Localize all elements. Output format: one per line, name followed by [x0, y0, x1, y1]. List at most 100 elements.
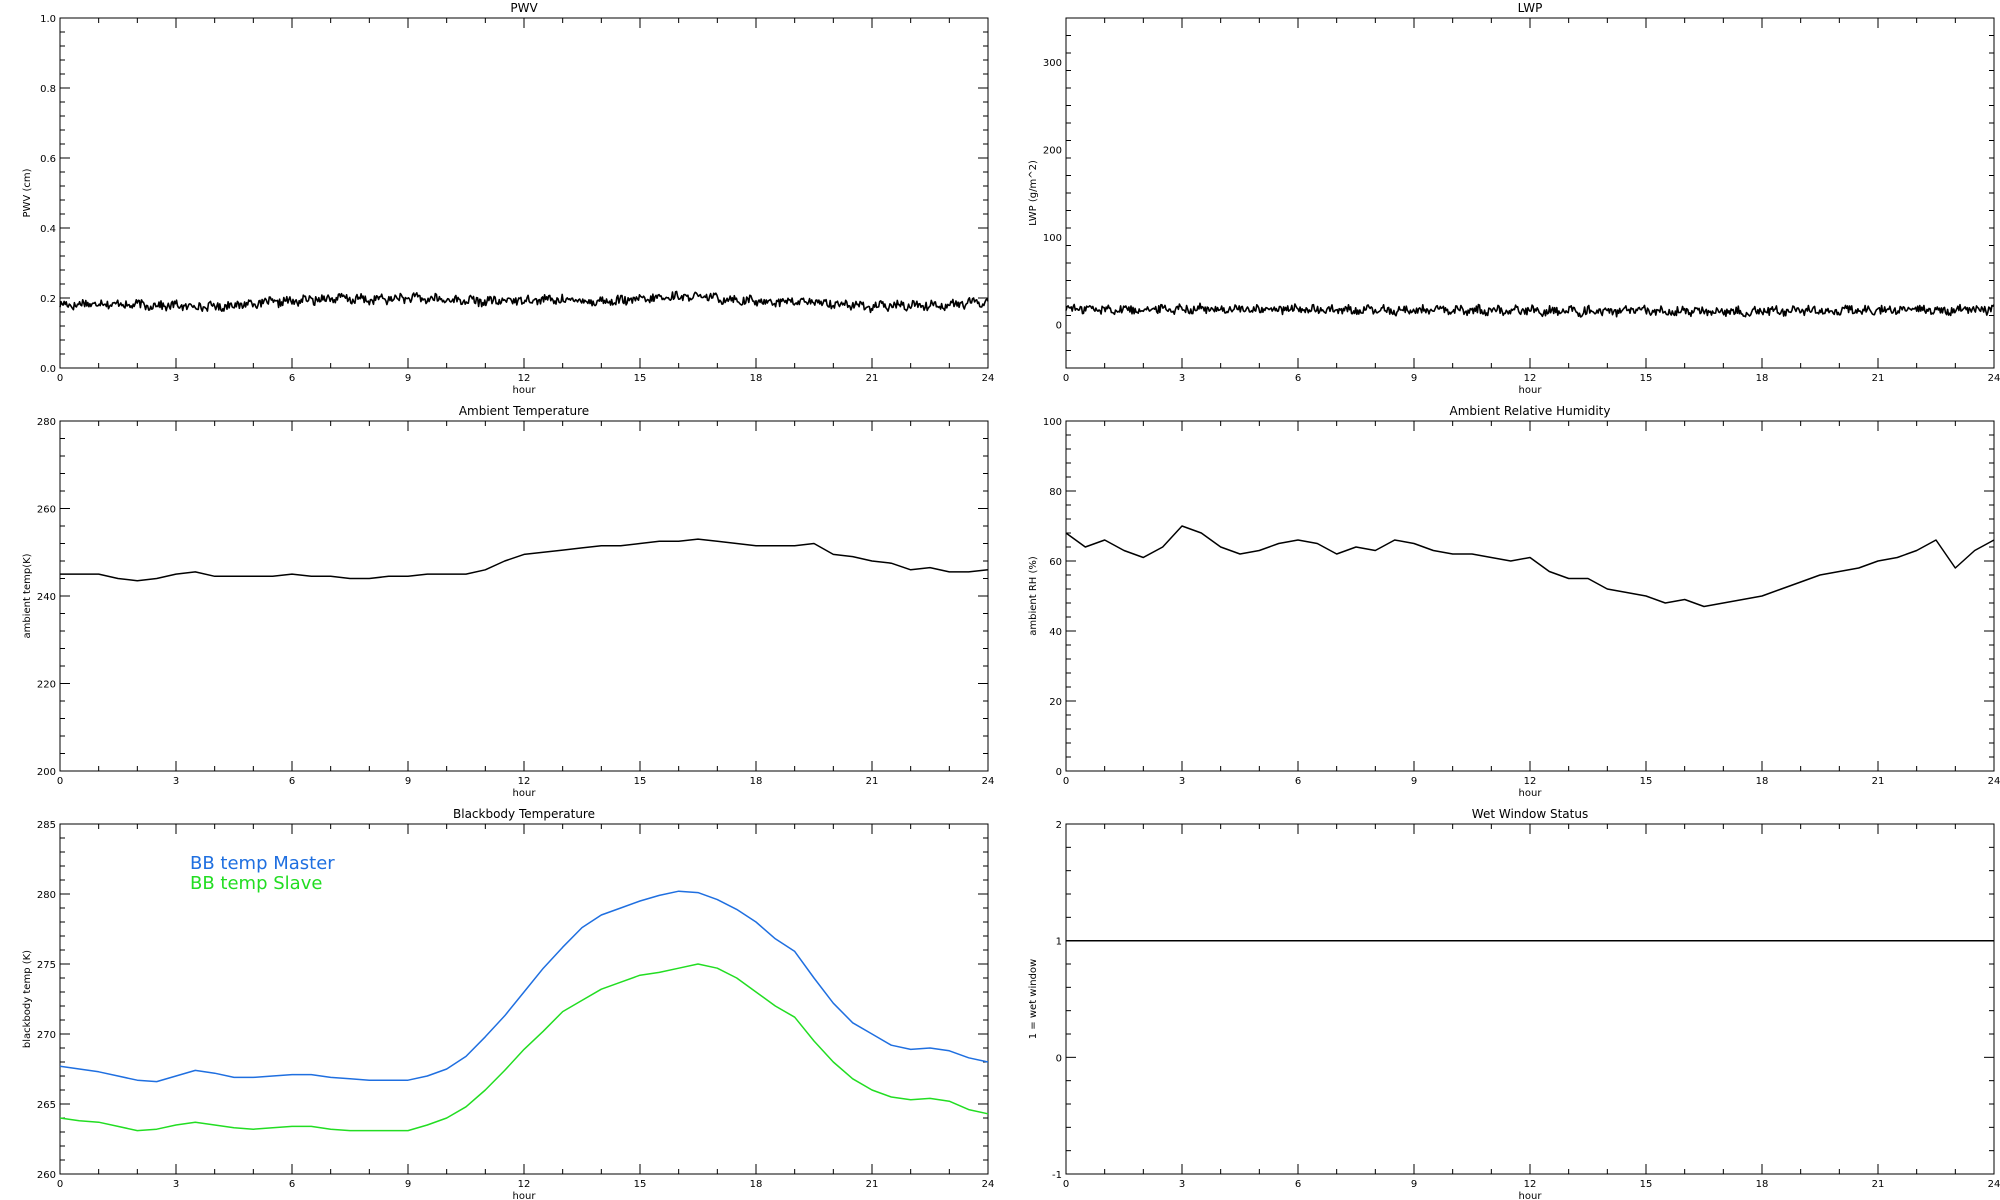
x-tick-label: 15	[1640, 1179, 1653, 1190]
y-tick-label: 300	[1043, 58, 1062, 69]
series-line-pwv	[59, 290, 989, 314]
y-tick-label: 200	[1043, 145, 1062, 156]
legend-entry: BB temp Slave	[190, 873, 322, 894]
series-line-ambient-rh	[1065, 525, 1995, 608]
y-tick-label: 260	[37, 505, 56, 516]
plot-frame	[1065, 823, 1995, 1175]
x-tick-label: 15	[1640, 373, 1653, 384]
x-tick-label: 18	[1756, 776, 1769, 787]
y-tick-label: 265	[37, 1100, 56, 1111]
y-tick-label: 0.8	[40, 84, 56, 95]
y-tick-label: 2	[1056, 820, 1062, 831]
x-tick-label: 3	[1179, 776, 1185, 787]
x-tick-label: 21	[1872, 776, 1885, 787]
y-tick-label: 260	[37, 1170, 56, 1181]
x-tick-label: 6	[1295, 1179, 1301, 1190]
y-tick-label: 0.0	[40, 364, 56, 375]
panel-ambient-rh: Ambient Relative Humidity 0 3 6 9 12 15 18 21 24 h…	[1028, 404, 2000, 799]
panel-ambient-temp: Ambient Temperature 0 3 6 9 12 15 18 21 24 hour 200…	[22, 404, 994, 799]
x-axis-label: hour	[513, 385, 537, 396]
x-axis-label: hour	[513, 788, 537, 799]
y-axis-label: ambient RH (%)	[1028, 556, 1039, 636]
x-tick-label: 0	[57, 776, 63, 787]
x-axis-label: hour	[1519, 788, 1543, 799]
plot-frame	[1065, 420, 1995, 772]
plot-frame	[59, 420, 989, 772]
legend-entry: BB temp Master	[190, 853, 335, 874]
y-tick-label: 0.6	[40, 154, 56, 165]
y-tick-label: 20	[1049, 697, 1062, 708]
y-tick-label: 0.2	[40, 294, 56, 305]
y-tick-label: 280	[37, 890, 56, 901]
y-tick-label: 80	[1049, 487, 1062, 498]
panel-bb-temp: Blackbody Temperature 0 3 6 9 12 15 18 21 24 hour 2…	[22, 807, 994, 1200]
x-tick-label: 21	[866, 1179, 879, 1190]
x-tick-label: 21	[866, 776, 879, 787]
x-axis-label: hour	[1519, 385, 1543, 396]
x-tick-label: 6	[1295, 373, 1301, 384]
chart-title: Wet Window Status	[1472, 807, 1588, 821]
y-tick-label: -1	[1052, 1170, 1062, 1181]
y-axis-label: LWP (g/m^2)	[1028, 160, 1039, 226]
y-tick-label: 220	[37, 680, 56, 691]
y-tick-label: 0	[1056, 320, 1062, 331]
x-tick-label: 12	[518, 1179, 531, 1190]
plot-frame	[59, 17, 989, 369]
x-tick-label: 18	[750, 373, 763, 384]
y-tick-label: 270	[37, 1030, 56, 1041]
y-tick-label: 1.0	[40, 14, 56, 25]
x-tick-label: 9	[405, 776, 411, 787]
y-axis-label: 1 = wet window	[1028, 959, 1039, 1039]
x-tick-label: 9	[1411, 1179, 1417, 1190]
x-tick-label: 18	[1756, 1179, 1769, 1190]
y-tick-label: 0	[1056, 767, 1062, 778]
y-axis-label: ambient temp(K)	[22, 553, 33, 638]
x-tick-label: 0	[57, 373, 63, 384]
x-tick-label: 6	[289, 373, 295, 384]
chart-title: PWV	[510, 1, 538, 15]
panel-lwp: LWP 0 3 6 9 12 15 18 21 24 hour 0 100 200 300 LWP (g/m^…	[1028, 1, 2000, 396]
y-tick-label: 1	[1056, 937, 1062, 948]
series-line-bb-temp-master	[59, 890, 989, 1083]
x-tick-label: 21	[1872, 1179, 1885, 1190]
y-tick-label: 240	[37, 592, 56, 603]
x-tick-label: 3	[1179, 373, 1185, 384]
x-tick-label: 12	[1524, 1179, 1537, 1190]
y-tick-label: 280	[37, 417, 56, 428]
x-tick-label: 15	[634, 776, 647, 787]
x-tick-label: 3	[1179, 1179, 1185, 1190]
x-tick-label: 0	[57, 1179, 63, 1190]
series-line-ambient-temp	[60, 538, 989, 582]
x-tick-label: 3	[173, 1179, 179, 1190]
series-line-lwp	[1065, 302, 1995, 318]
chart-title: LWP	[1518, 1, 1543, 15]
x-tick-label: 24	[982, 373, 995, 384]
y-tick-label: 0	[1056, 1053, 1062, 1064]
x-tick-label: 9	[405, 1179, 411, 1190]
x-tick-label: 24	[1988, 776, 2000, 787]
chart-title: Ambient Relative Humidity	[1450, 404, 1611, 418]
x-tick-label: 12	[1524, 776, 1537, 787]
x-axis-label: hour	[1519, 1191, 1543, 1200]
x-tick-label: 21	[1872, 373, 1885, 384]
x-tick-label: 21	[866, 373, 879, 384]
y-tick-label: 275	[37, 960, 56, 971]
x-tick-label: 24	[1988, 373, 2000, 384]
plot-frame	[1065, 17, 1995, 369]
x-tick-label: 12	[1524, 373, 1537, 384]
x-tick-label: 12	[518, 373, 531, 384]
y-tick-label: 200	[37, 767, 56, 778]
x-tick-label: 18	[750, 776, 763, 787]
x-tick-label: 3	[173, 373, 179, 384]
x-tick-label: 15	[1640, 776, 1653, 787]
x-tick-label: 24	[1988, 1179, 2000, 1190]
x-tick-label: 0	[1063, 776, 1069, 787]
x-tick-label: 24	[982, 776, 995, 787]
chart-title: Blackbody Temperature	[453, 807, 595, 821]
y-tick-label: 60	[1049, 557, 1062, 568]
x-tick-label: 6	[289, 1179, 295, 1190]
y-axis-label: blackbody temp (K)	[22, 950, 33, 1048]
x-axis-label: hour	[513, 1191, 537, 1200]
y-tick-label: 40	[1049, 627, 1062, 638]
